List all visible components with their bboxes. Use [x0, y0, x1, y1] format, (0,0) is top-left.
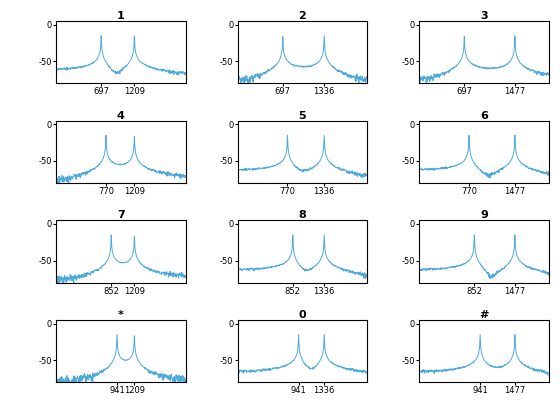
Title: 1: 1 — [117, 11, 125, 21]
Title: 2: 2 — [298, 11, 306, 21]
Title: 9: 9 — [480, 210, 488, 220]
Title: 7: 7 — [117, 210, 125, 220]
Title: 4: 4 — [117, 110, 125, 121]
Title: 8: 8 — [298, 210, 306, 220]
Title: *: * — [118, 310, 124, 320]
Title: 5: 5 — [298, 110, 306, 121]
Title: 0: 0 — [298, 310, 306, 320]
Title: 3: 3 — [480, 11, 488, 21]
Title: 6: 6 — [480, 110, 488, 121]
Title: #: # — [479, 310, 489, 320]
